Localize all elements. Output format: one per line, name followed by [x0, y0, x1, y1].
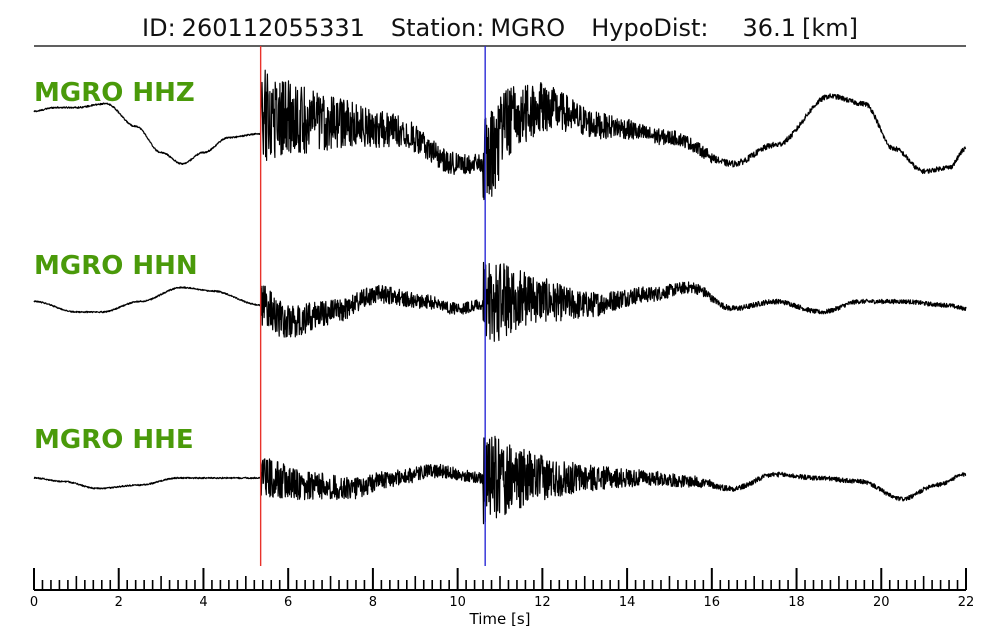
- x-tick-label: 2: [115, 595, 123, 610]
- x-tick-label: 4: [199, 595, 207, 610]
- title-id-label: ID:: [142, 14, 176, 42]
- x-tick-label: 18: [788, 595, 805, 610]
- title-id-value: 260112055331: [182, 14, 365, 42]
- figure-title: ID: 260112055331 Station: MGRO HypoDist: 36.1…: [142, 14, 858, 42]
- traces-layer: [33, 69, 967, 525]
- title-dist-value: 36.1: [743, 14, 796, 42]
- channel-label-hhe: MGRO HHE: [34, 425, 194, 455]
- x-axis-label: Time [s]: [469, 610, 531, 628]
- x-tick-label: 0: [30, 595, 38, 610]
- x-tick-label: 12: [534, 595, 551, 610]
- title-dist-unit: [km]: [802, 14, 858, 42]
- trace-mgro-hhn: [33, 261, 967, 342]
- trace-mgro-hhz: [33, 69, 967, 201]
- x-tick-label: 20: [873, 595, 890, 610]
- x-tick-label: 6: [284, 595, 292, 610]
- x-tick-label: 22: [958, 595, 975, 610]
- title-station-label: Station:: [391, 14, 484, 42]
- x-tick-label: 10: [449, 595, 466, 610]
- trace-mgro-hhe: [33, 435, 967, 525]
- phase-picks-layer: [259, 46, 486, 566]
- title-station-value: MGRO: [490, 14, 565, 42]
- x-tick-label: 14: [619, 595, 636, 610]
- channel-label-hhn: MGRO HHN: [34, 251, 198, 281]
- x-tick-label: 8: [369, 595, 377, 610]
- x-tick-label: 16: [704, 595, 721, 610]
- channel-label-hhz: MGRO HHZ: [34, 78, 195, 108]
- title-dist-label: HypoDist:: [591, 14, 708, 42]
- time-axis: 0 2 4 6 8 10 12 14 16 18 20 22: [30, 568, 974, 610]
